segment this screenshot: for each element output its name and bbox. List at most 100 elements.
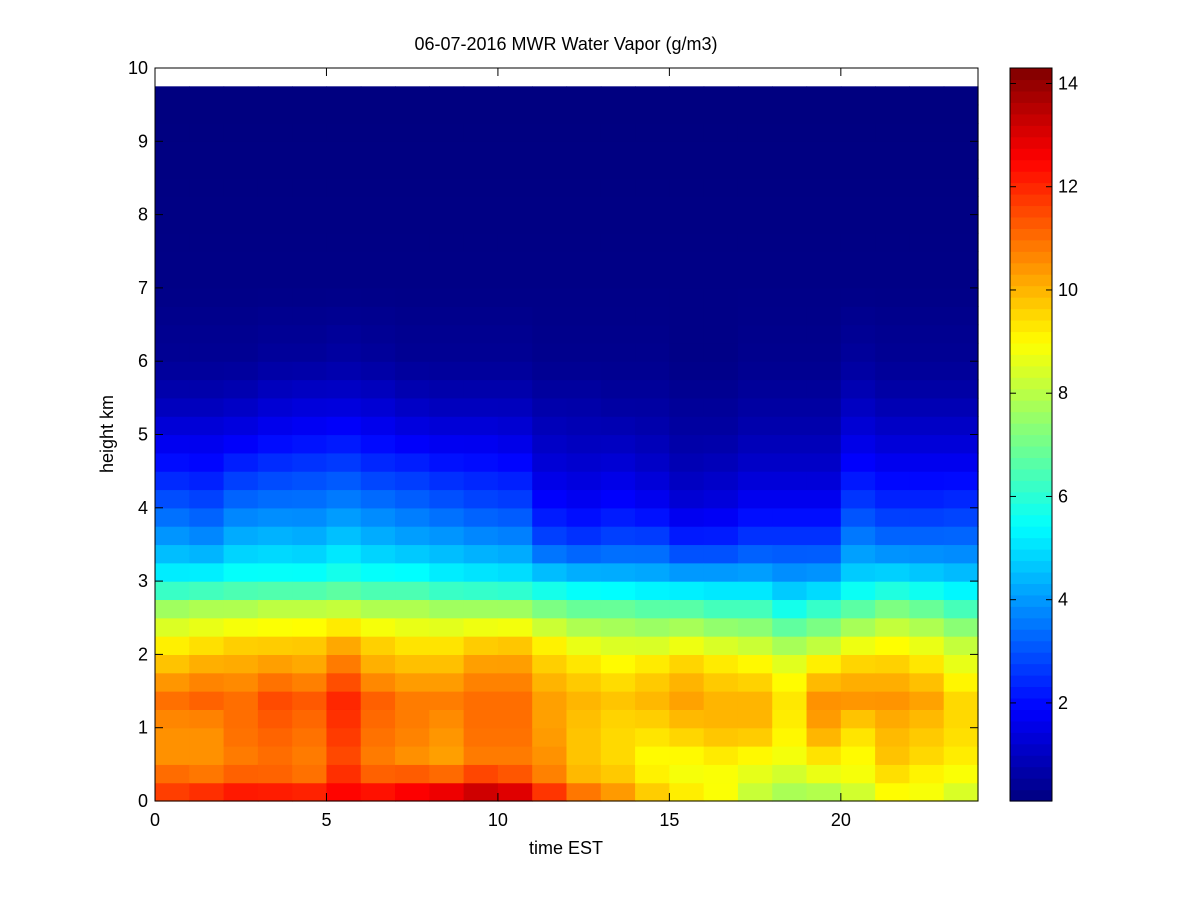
heatmap-cell <box>155 232 190 252</box>
heatmap-cell <box>326 452 362 472</box>
heatmap-cell <box>257 306 293 326</box>
heatmap-cell <box>463 306 499 326</box>
heatmap-cell <box>189 104 225 124</box>
x-tick-label: 0 <box>150 810 160 830</box>
heatmap-cell <box>155 471 190 491</box>
y-tick-label: 6 <box>138 351 148 371</box>
heatmap-cell <box>532 526 568 546</box>
heatmap-cell <box>360 196 396 216</box>
heatmap-cell <box>566 709 602 729</box>
heatmap-cell <box>566 727 602 747</box>
heatmap-cell <box>429 489 465 509</box>
heatmap-cell <box>566 141 602 161</box>
heatmap-cell <box>223 196 259 216</box>
heatmap-cell <box>943 581 979 601</box>
heatmap-cell <box>600 342 636 362</box>
heatmap-cell <box>189 361 225 381</box>
heatmap-cell <box>840 581 876 601</box>
heatmap-cell <box>669 544 705 564</box>
heatmap-cell <box>257 709 293 729</box>
heatmap-cell <box>943 196 979 216</box>
heatmap-cell <box>703 416 739 436</box>
heatmap-cell <box>772 251 808 271</box>
heatmap-cell <box>600 434 636 454</box>
heatmap-cell <box>155 379 190 399</box>
heatmap-cell <box>360 141 396 161</box>
heatmap-cell <box>669 269 705 289</box>
heatmap-cell <box>737 746 773 765</box>
heatmap-cell <box>909 342 945 362</box>
heatmap-cell <box>909 86 945 106</box>
heatmap-cell <box>189 727 225 747</box>
heatmap-cell <box>497 159 533 179</box>
heatmap-cell <box>155 654 190 674</box>
heatmap-cell <box>326 361 362 381</box>
heatmap-cell <box>395 507 430 527</box>
heatmap-cell <box>806 86 842 106</box>
heatmap-cell <box>703 251 739 271</box>
colorbar-segment <box>1010 686 1052 699</box>
heatmap-cell <box>326 306 362 326</box>
heatmap-cell <box>635 654 670 674</box>
heatmap-cell <box>600 86 636 106</box>
heatmap-cell <box>875 727 911 747</box>
heatmap-cell <box>155 764 190 784</box>
heatmap-cell <box>326 324 362 344</box>
heatmap-cell <box>463 434 499 454</box>
heatmap-cell <box>532 746 568 765</box>
heatmap-cell <box>943 416 979 436</box>
heatmap-cell <box>600 397 636 417</box>
heatmap-cell <box>292 159 328 179</box>
heatmap-cell <box>257 562 293 582</box>
heatmap-cell <box>703 599 739 619</box>
heatmap-cell <box>806 581 842 601</box>
heatmap-cell <box>772 159 808 179</box>
heatmap-cell <box>532 782 568 802</box>
heatmap-cell <box>703 746 739 765</box>
heatmap-cell <box>669 104 705 124</box>
heatmap-cell <box>840 416 876 436</box>
heatmap-cell <box>875 361 911 381</box>
heatmap-cell <box>772 86 808 106</box>
colorbar-segment <box>1010 663 1052 676</box>
heatmap-cell <box>463 269 499 289</box>
heatmap-cell <box>429 654 465 674</box>
heatmap-cell <box>669 691 705 710</box>
heatmap-cell <box>840 214 876 234</box>
heatmap-cell <box>497 727 533 747</box>
heatmap-cell <box>703 452 739 472</box>
heatmap-cell <box>189 507 225 527</box>
heatmap-cell <box>909 287 945 307</box>
heatmap-cell <box>772 526 808 546</box>
heatmap-cell <box>943 342 979 362</box>
heatmap-cell <box>395 361 430 381</box>
heatmap-cell <box>772 544 808 564</box>
heatmap-cell <box>703 196 739 216</box>
heatmap-cell <box>875 672 911 692</box>
heatmap-cell <box>429 526 465 546</box>
colorbar-segment <box>1010 125 1052 138</box>
heatmap-cell <box>600 452 636 472</box>
heatmap-cell <box>429 507 465 527</box>
heatmap-cell <box>155 104 190 124</box>
heatmap-cell <box>223 746 259 765</box>
heatmap-cell <box>223 214 259 234</box>
heatmap-cell <box>532 251 568 271</box>
heatmap-cell <box>669 489 705 509</box>
heatmap-cell <box>943 636 979 655</box>
heatmap-cell <box>703 159 739 179</box>
heatmap-cell <box>669 526 705 546</box>
colorbar-segment <box>1010 90 1052 103</box>
heatmap-cell <box>806 434 842 454</box>
heatmap-cell <box>566 104 602 124</box>
heatmap-cell <box>566 251 602 271</box>
heatmap-cell <box>155 489 190 509</box>
heatmap-cell <box>875 471 911 491</box>
heatmap-cell <box>600 581 636 601</box>
heatmap-cell <box>703 232 739 252</box>
heatmap-cell <box>840 306 876 326</box>
heatmap-cell <box>189 122 225 142</box>
heatmap-cell <box>223 434 259 454</box>
heatmap-cell <box>772 361 808 381</box>
heatmap-cell <box>875 287 911 307</box>
